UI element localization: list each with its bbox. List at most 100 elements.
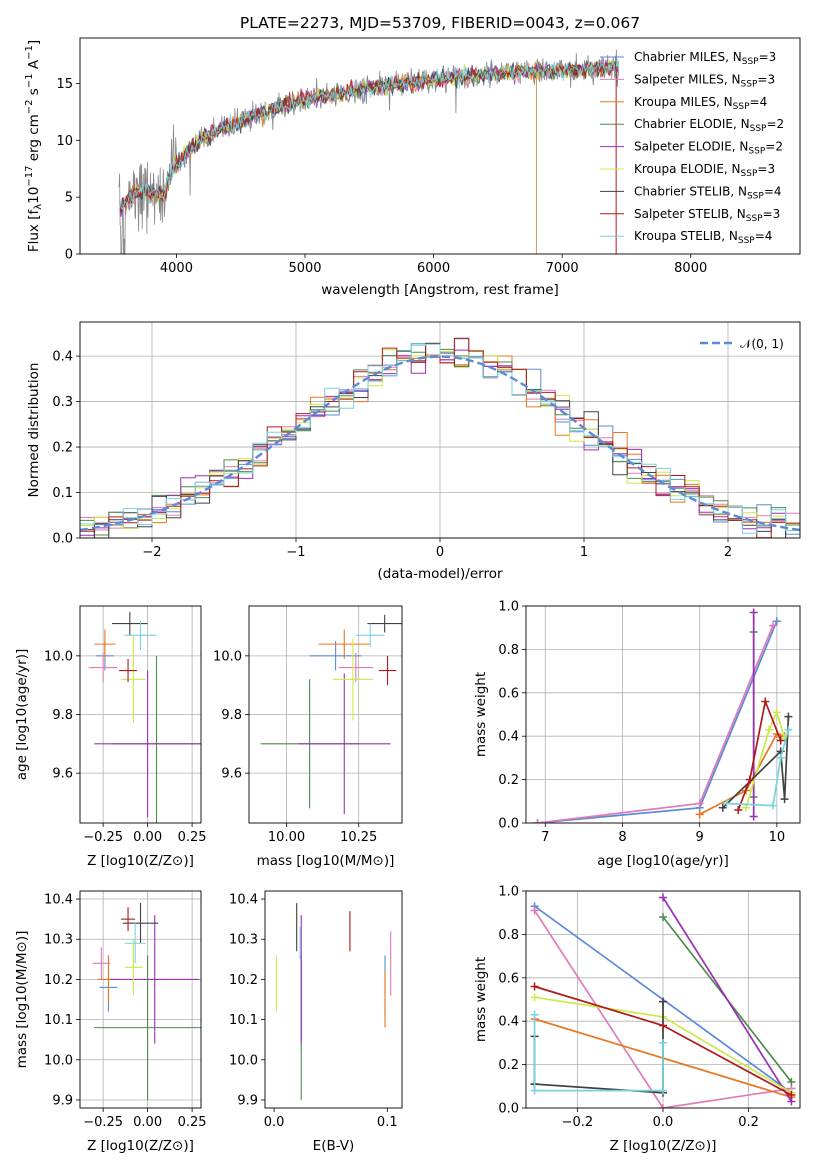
x-tick-label: 6000 [417,261,450,276]
weight-series [662,897,793,1102]
weight-marker [768,621,777,630]
y-tick-label: 10.4 [229,893,258,908]
weight-series [737,698,782,811]
axes-frame [79,890,202,1109]
legend-entry: Salpeter STELIB, NSSP=3 [634,207,780,224]
x-tick-label: 10 [769,830,786,845]
spectrum-lines [118,49,620,254]
weight-marker [530,993,539,1002]
weight-marker [749,608,758,617]
panel-mass_vs_age: 10.00 10.25 9.6 9.8 10.0 mass [log10(M/M⊙)] [213,605,403,869]
x-tick-label: −0.25 [83,830,123,845]
y-tick-label: 10.2 [229,973,258,988]
normal-curve [80,355,800,532]
y-tick-label: 9.6 [52,767,73,782]
model-spectrum [119,60,620,213]
weight-marker [776,753,785,762]
y-tick-label: 1.0 [498,885,519,900]
weight-marker [659,1021,667,1030]
residual-histogram [80,343,800,534]
weight-marker [768,801,777,810]
axes-frame [264,890,403,1109]
y-tick-label: 0.2 [498,773,519,788]
x-tick-label: 0.2 [738,1115,759,1130]
x-tick-label: 10.25 [340,830,377,845]
x-tick-label: −1 [286,545,305,560]
y-tick-label: 10 [56,134,73,149]
x-tick-label: 4000 [160,261,193,276]
x-tick-label: 7000 [546,261,579,276]
x-tick-label: 0.00 [133,830,162,845]
x-axis-label: mass [log10(M/M⊙)] [257,853,395,869]
x-tick-label: 8000 [674,261,707,276]
y-tick-label: 10.2 [44,973,73,988]
weight-marker [784,725,793,734]
weight-marker [722,799,731,808]
weight-marker [659,1086,667,1095]
weight-series [533,1014,664,1092]
y-tick-label: 0.8 [498,928,519,943]
x-axis-label: E(B-V) [313,1138,355,1154]
weight-marker [734,805,743,814]
legend-entry: Kroupa ELODIE, NSSP=3 [634,162,775,179]
y-tick-label: 0.0 [498,1102,519,1117]
weight-marker [530,1010,539,1019]
x-tick-label: 9 [696,830,704,845]
y-tick-label: 10.1 [229,1013,258,1028]
y-tick-label: 5 [65,191,73,206]
panel-z_vs_weight: −0.2 0.0 0.2 0.0 0.2 0.4 0.6 0.8 1.0 Z [log10(Z/Z… [473,885,801,1154]
y-tick-label: 10.0 [229,1053,258,1068]
weight-marker [772,708,781,717]
x-tick-label: −2 [142,545,161,560]
errorbars [92,903,201,1100]
y-tick-label: 9.9 [237,1093,258,1108]
legend-entry: Salpeter MILES, NSSP=3 [634,72,775,89]
y-tick-label: 9.6 [221,767,242,782]
x-tick-label: −0.2 [562,1115,594,1130]
errorbars [88,611,201,823]
panel-z_vs_age: −0.25 0.00 0.25 9.6 9.8 10.0 Z [log10(Z/Z⊙)] ag… [14,605,207,869]
weight-marker [659,1104,667,1108]
y-tick-label: 9.8 [221,708,242,723]
y-axis-label: mass weight [473,672,489,757]
x-tick-label: −0.25 [83,1115,123,1130]
y-tick-label: 0.6 [498,686,519,701]
x-tick-label: 0.0 [264,1115,285,1130]
weight-marker [695,810,704,819]
errorbars [260,614,402,815]
weight-marker [772,617,781,626]
x-axis-label: age [log10(age/yr)] [597,853,729,869]
y-tick-label: 10.1 [44,1013,73,1028]
weight-marker [749,812,758,821]
y-tick-label: 0.2 [498,1058,519,1073]
y-tick-label: 0.8 [498,643,519,658]
weight-marker [780,795,789,804]
y-axis-label: mass [log10(M/M⊙)] [14,931,30,1069]
histograms [80,337,800,538]
x-tick-label: 8 [618,830,626,845]
model-spectrum [119,59,620,211]
axes-frame [525,890,801,1109]
figure-title: PLATE=2273, MJD=53709, FIBERID=0043, z=0… [240,14,640,32]
weight-marker [659,913,667,922]
weight-marker [533,819,542,823]
x-tick-label: 2 [724,545,732,560]
panel-ebv_vs_mass: 0.0 0.1 9.9 10.0 10.1 10.2 10.3 10.4 E(B-V) [229,890,403,1154]
weight-lines [533,608,793,823]
y-axis-label: Flux [fλ10−17 erg cm−2 s−1 A−1] [24,40,44,252]
y-axis-label: Normed distribution [26,363,42,498]
panel-age_vs_weight: 7 8 9 10 0.0 0.2 0.4 0.6 0.8 1.0 age [log10(age/yr… [473,600,801,869]
model-spectrum [119,59,620,217]
weight-marker [745,775,754,784]
weight-marker [784,712,793,721]
x-axis-label: wavelength [Angstrom, rest frame] [321,282,559,298]
axes-frame [248,605,403,824]
weight-marker [695,799,704,808]
legend-entry: Chabrier MILES, NSSP=3 [634,50,776,67]
y-tick-label: 0.4 [52,350,73,365]
y-tick-label: 1.0 [498,600,519,615]
y-tick-label: 10.0 [44,649,73,664]
x-tick-label: 10.00 [268,830,305,845]
weight-marker [718,803,727,812]
